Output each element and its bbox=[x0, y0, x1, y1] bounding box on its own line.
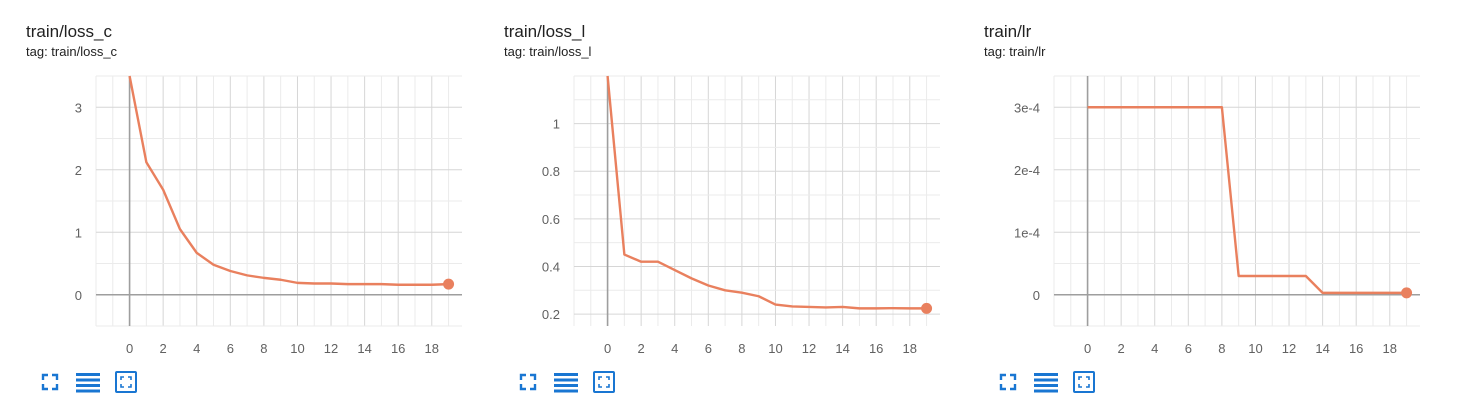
fit-domain-icon[interactable] bbox=[112, 368, 140, 396]
y-tick-label: 3 bbox=[75, 100, 82, 115]
x-tick-label: 14 bbox=[357, 341, 371, 356]
chart-card-loss-l: train/loss_l tag: train/loss_l 0 2 4 6 8 10 12… bbox=[478, 0, 948, 418]
x-tick-label: 10 bbox=[290, 341, 304, 356]
x-tick-label: 6 bbox=[705, 341, 712, 356]
x-tick-label: 16 bbox=[869, 341, 883, 356]
data-table-icon[interactable] bbox=[74, 368, 102, 396]
x-tick-label: 10 bbox=[1248, 341, 1262, 356]
x-tick-label: 4 bbox=[671, 341, 678, 356]
last-point-marker bbox=[921, 302, 933, 314]
x-tick-label: 8 bbox=[260, 341, 267, 356]
y-tick-label: 0 bbox=[1033, 288, 1040, 303]
x-tick-label: 0 bbox=[604, 341, 611, 356]
chart-title: train/lr bbox=[984, 22, 1032, 41]
fit-domain-icon[interactable] bbox=[1070, 368, 1098, 396]
grid bbox=[1053, 75, 1420, 327]
x-tick-label: 12 bbox=[802, 341, 816, 356]
x-tick-label: 0 bbox=[1084, 341, 1091, 356]
y-tick-label: 0.6 bbox=[542, 212, 560, 227]
x-tick-label: 8 bbox=[1218, 341, 1225, 356]
x-tick-label: 12 bbox=[324, 341, 338, 356]
chart-tag: tag: train/lr bbox=[984, 44, 1046, 59]
x-tick-label: 14 bbox=[835, 341, 849, 356]
grid bbox=[573, 75, 940, 326]
chart-title: train/loss_l bbox=[504, 22, 586, 41]
y-tick-label: 3e-4 bbox=[1014, 100, 1040, 115]
x-tick-label: 18 bbox=[1383, 341, 1397, 356]
last-point-marker bbox=[1401, 287, 1413, 299]
series-line bbox=[606, 75, 927, 310]
x-tick-label: 4 bbox=[1151, 341, 1158, 356]
x-tick-label: 16 bbox=[1349, 341, 1363, 356]
chart-title: train/loss_c bbox=[26, 22, 112, 41]
data-table-icon[interactable] bbox=[1032, 368, 1060, 396]
y-tick-label: 2e-4 bbox=[1014, 163, 1040, 178]
x-tick-label: 4 bbox=[193, 341, 200, 356]
series-line bbox=[1087, 106, 1407, 295]
x-tick-label: 6 bbox=[1185, 341, 1192, 356]
y-tick-label: 1e-4 bbox=[1014, 225, 1040, 240]
y-tick-label: 1 bbox=[553, 117, 560, 132]
data-table-icon[interactable] bbox=[552, 368, 580, 396]
line-chart[interactable]: 0 2 4 6 8 10 12 14 16 18 0 1e-4 2e-4 3e-4 bbox=[958, 0, 1428, 360]
x-tick-label: 2 bbox=[160, 341, 167, 356]
fullscreen-icon[interactable] bbox=[36, 368, 64, 396]
x-tick-label: 18 bbox=[425, 341, 439, 356]
y-tick-label: 0.8 bbox=[542, 164, 560, 179]
chart-card-loss-c: train/loss_c tag: train/loss_c 0 2 4 6 8 10 12… bbox=[0, 0, 470, 418]
y-tick-label: 0.4 bbox=[542, 259, 560, 274]
x-tick-label: 18 bbox=[903, 341, 917, 356]
series-line bbox=[128, 75, 449, 286]
x-tick-label: 16 bbox=[391, 341, 405, 356]
y-tick-label: 0.2 bbox=[542, 307, 560, 322]
chart-toolbar bbox=[994, 368, 1108, 396]
x-tick-label: 0 bbox=[126, 341, 133, 356]
chart-tag: tag: train/loss_l bbox=[504, 44, 592, 59]
fullscreen-icon[interactable] bbox=[994, 368, 1022, 396]
x-tick-label: 14 bbox=[1315, 341, 1329, 356]
y-tick-label: 2 bbox=[75, 163, 82, 178]
chart-card-lr: train/lr tag: train/lr 0 2 4 6 8 10 12 14 16 18 0 1… bbox=[958, 0, 1428, 418]
fit-domain-icon[interactable] bbox=[590, 368, 618, 396]
line-chart[interactable]: 0 2 4 6 8 10 12 14 16 18 0.2 0.4 0.6 0.8 1 bbox=[478, 0, 948, 360]
last-point-marker bbox=[443, 278, 455, 290]
x-tick-label: 2 bbox=[1118, 341, 1125, 356]
x-tick-label: 6 bbox=[227, 341, 234, 356]
y-tick-label: 0 bbox=[75, 288, 82, 303]
x-tick-label: 10 bbox=[768, 341, 782, 356]
chart-toolbar bbox=[514, 368, 628, 396]
grid bbox=[95, 75, 462, 327]
chart-tag: tag: train/loss_c bbox=[26, 44, 118, 59]
x-tick-label: 8 bbox=[738, 341, 745, 356]
fullscreen-icon[interactable] bbox=[514, 368, 542, 396]
x-tick-label: 12 bbox=[1282, 341, 1296, 356]
y-tick-label: 1 bbox=[75, 225, 82, 240]
x-tick-label: 2 bbox=[638, 341, 645, 356]
chart-toolbar bbox=[36, 368, 150, 396]
